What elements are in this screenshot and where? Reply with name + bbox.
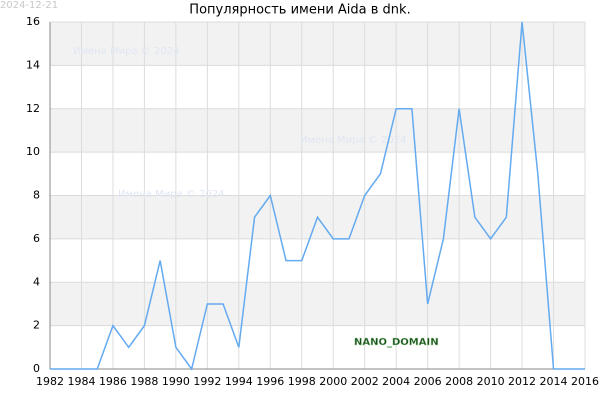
x-tick-label: 2000 [319,375,347,388]
x-tick-label: 1996 [256,375,284,388]
x-tick-label: 1986 [99,375,127,388]
brand: NANO_DOMAIN [354,337,439,348]
chart-title: Популярность имени Aida в dnk. [189,3,410,18]
y-tick-label: 14 [26,58,40,71]
x-tick-label: 1992 [193,375,221,388]
x-tick-label: 1990 [162,375,190,388]
x-tick-label: 2016 [571,375,599,388]
y-tick-label: 6 [33,232,40,245]
x-tick-label: 2008 [445,375,473,388]
y-tick-label: 12 [26,102,40,115]
band [50,22,585,66]
x-tick-label: 1994 [225,375,253,388]
x-tick-label: 1982 [36,375,64,388]
y-tick-label: 2 [33,319,40,332]
date-stamp: 2024-12-21 [0,0,58,11]
y-tick-label: 10 [26,145,40,158]
watermark: Имена Мира © 2024 [300,135,406,146]
band [50,108,585,153]
x-tick-label: 2002 [351,375,379,388]
x-tick-label: 2012 [508,375,536,388]
line [50,21,585,371]
y-tick-label: 8 [33,189,40,202]
x-tick-label: 1984 [67,375,95,388]
band [50,282,585,326]
x-tick-label: 1998 [288,375,316,388]
x-tick-label: 1988 [130,375,158,388]
x-tick-label: 2014 [540,375,568,388]
plot-background [50,22,585,326]
x-tick-label: 2010 [477,375,505,388]
x-tick-label: 2006 [414,375,442,388]
x-tick-label: 2004 [382,375,410,388]
grid [49,21,586,370]
y-tick-label: 4 [33,275,40,288]
watermark: Имена Мира © 2024 [118,189,224,200]
y-tick-label: 16 [26,15,40,28]
watermark: Имена Мира © 2024 [73,46,179,57]
y-tick-label: 0 [33,362,40,375]
